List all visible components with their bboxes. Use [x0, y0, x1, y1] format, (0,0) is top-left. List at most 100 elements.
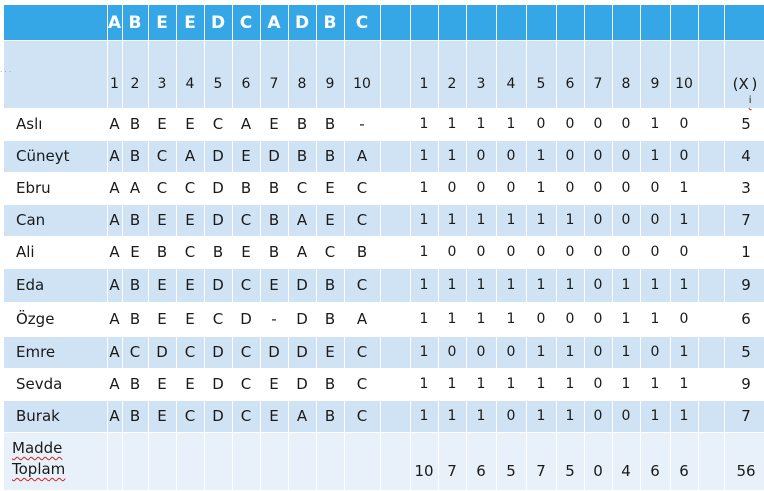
- row-divider: [4, 236, 764, 237]
- item-score: 1: [447, 212, 457, 228]
- student-answer: A: [296, 407, 308, 425]
- item-score: 1: [419, 244, 429, 260]
- answer-key-cell: D: [294, 12, 310, 33]
- item-score: 0: [447, 244, 457, 260]
- student-answer: B: [129, 375, 141, 393]
- item-score: 0: [447, 180, 457, 196]
- item-score: 1: [419, 116, 429, 132]
- item-score: 1: [565, 344, 575, 360]
- item-score: 1: [621, 277, 631, 293]
- item-score: 1: [419, 376, 429, 392]
- column-divider: [640, 5, 641, 490]
- item-score: 1: [536, 180, 546, 196]
- student-answer: B: [268, 243, 280, 261]
- item-score: 1: [447, 376, 457, 392]
- student-answer: A: [296, 211, 308, 229]
- student-answer: D: [156, 343, 168, 361]
- student-answer: B: [296, 115, 308, 133]
- score-column-number: 8: [621, 76, 631, 92]
- row-divider: [4, 302, 764, 303]
- student-answer: C: [156, 147, 168, 165]
- row-bg: [4, 204, 764, 236]
- student-answer: C: [240, 343, 252, 361]
- student-answer: C: [356, 179, 368, 197]
- student-answer: E: [185, 310, 195, 328]
- student-name: Eda: [16, 276, 45, 294]
- item-score: 1: [419, 212, 429, 228]
- score-column-number: 10: [675, 76, 693, 92]
- answer-key-cell: D: [210, 12, 226, 33]
- item-total: 4: [621, 462, 631, 480]
- row-divider: [4, 172, 764, 173]
- item-total-label: Madde Toplam: [12, 438, 65, 480]
- student-answer: A: [109, 310, 120, 328]
- header-row-bg: [4, 5, 764, 40]
- item-total: 0: [593, 462, 603, 480]
- item-score: 1: [419, 180, 429, 196]
- score-column-number: 2: [447, 76, 457, 92]
- item-score: 1: [536, 376, 546, 392]
- student-total: 5: [741, 115, 751, 133]
- item-total: 5: [565, 462, 575, 480]
- student-answer: C: [240, 375, 252, 393]
- item-total: 10: [414, 462, 434, 480]
- item-score: 0: [476, 244, 486, 260]
- student-total: 3: [741, 179, 751, 197]
- item-score: 0: [593, 344, 603, 360]
- column-divider: [526, 5, 527, 490]
- student-answer: A: [109, 407, 120, 425]
- row-divider: [4, 400, 764, 401]
- student-answer: C: [356, 276, 368, 294]
- student-name: Aslı: [16, 115, 43, 133]
- item-score: 1: [419, 344, 429, 360]
- column-divider: [698, 5, 699, 490]
- item-score: 0: [476, 344, 486, 360]
- item-total: 6: [679, 462, 689, 480]
- student-answer: E: [157, 407, 167, 425]
- item-score: 0: [565, 244, 575, 260]
- student-answer: E: [269, 375, 279, 393]
- student-answer: D: [268, 343, 280, 361]
- student-answer: D: [296, 343, 308, 361]
- answer-key-cell: A: [267, 12, 281, 33]
- row-divider: [4, 268, 764, 269]
- column-divider: [288, 5, 289, 490]
- column-divider: [612, 5, 613, 490]
- row-divider: [4, 204, 764, 205]
- column-divider: [260, 5, 261, 490]
- question-number: 1: [110, 76, 119, 92]
- total-header-subscript: i: [748, 95, 752, 106]
- student-answer: D: [212, 179, 224, 197]
- answer-key-cell: B: [323, 12, 337, 33]
- row-bg: [4, 336, 764, 368]
- student-total: 7: [741, 407, 751, 425]
- item-score: 1: [621, 344, 631, 360]
- student-answer: B: [324, 276, 336, 294]
- row-bg: [4, 400, 764, 432]
- item-score: 1: [506, 116, 516, 132]
- student-answer: B: [240, 179, 252, 197]
- item-score: 0: [593, 116, 603, 132]
- item-score: 0: [650, 212, 660, 228]
- student-total: 6: [741, 310, 751, 328]
- row-divider: [4, 432, 764, 433]
- item-score: 0: [506, 180, 516, 196]
- student-answer: A: [109, 276, 120, 294]
- item-score: 0: [593, 244, 603, 260]
- student-answer: B: [296, 147, 308, 165]
- student-answer: C: [184, 243, 196, 261]
- score-column-number: 7: [593, 76, 603, 92]
- student-name: Özge: [16, 310, 55, 328]
- item-score: 1: [419, 408, 429, 424]
- score-column-number: 1: [419, 76, 429, 92]
- item-total: 6: [650, 462, 660, 480]
- item-score: 1: [476, 311, 486, 327]
- student-answer: E: [269, 276, 279, 294]
- item-total: 5: [506, 462, 516, 480]
- student-answer: E: [325, 179, 335, 197]
- student-answer: B: [156, 243, 168, 261]
- student-answer: C: [356, 343, 368, 361]
- item-score: 0: [621, 180, 631, 196]
- student-answer: E: [185, 375, 195, 393]
